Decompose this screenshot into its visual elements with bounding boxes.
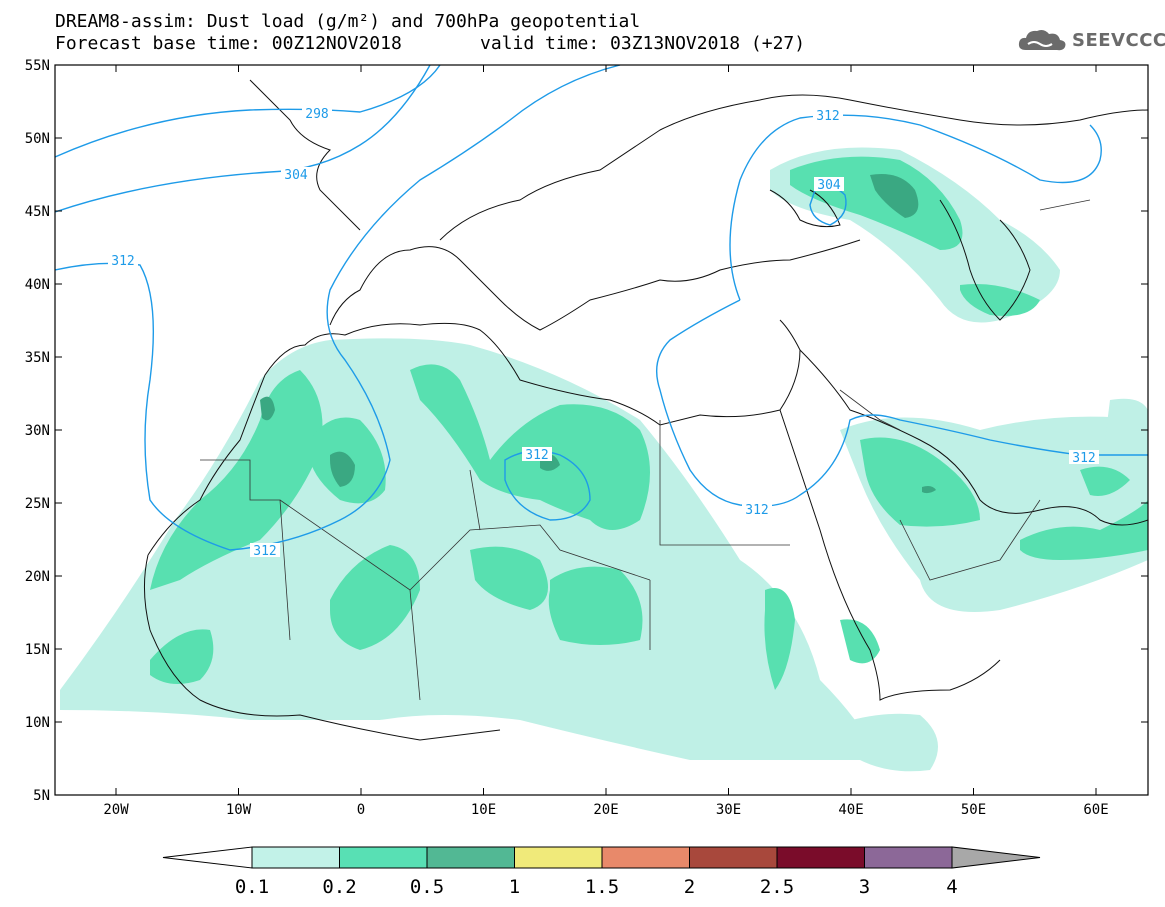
contour-label: 312	[745, 503, 768, 518]
colorbar-segment	[339, 846, 428, 869]
coastlines	[143, 79, 1148, 741]
seevccc-logo: SEEVCCC	[1016, 26, 1165, 54]
colorbar-label: 3	[859, 876, 870, 898]
colorbar-label: 2	[684, 876, 695, 898]
valid-time: valid time: 03Z13NOV2018 (+27)	[480, 33, 806, 54]
colorbar-label: 0.2	[322, 876, 356, 898]
lon-label: 0	[357, 802, 365, 818]
dust-dark-areas	[260, 174, 936, 494]
latitude-axis: 55N 50N 45N 40N 35N 30N 25N 20N 15N 10N 5N	[25, 58, 1148, 804]
colorbar-label: 1.5	[585, 876, 619, 898]
forecast-base-time: Forecast base time: 00Z12NOV2018	[55, 33, 402, 54]
longitude-axis: 20W 10W 0 10E 20E 30E 40E 50E 60E	[103, 65, 1109, 818]
lon-label: 60E	[1083, 802, 1108, 818]
colorbar-max-arrow	[951, 846, 1041, 869]
lat-label: 40N	[25, 277, 50, 293]
colorbar-segment	[776, 846, 865, 869]
geopotential-contours	[55, 65, 1148, 551]
lat-label: 35N	[25, 350, 50, 366]
lon-label: 30E	[716, 802, 741, 818]
lat-label: 20N	[25, 569, 50, 585]
logo-text: SEEVCCC	[1072, 29, 1165, 51]
lon-label: 20E	[593, 802, 618, 818]
lat-label: 25N	[25, 496, 50, 512]
contour-label: 312	[816, 109, 839, 124]
lon-label: 20W	[103, 802, 129, 818]
cloud-icon	[1018, 30, 1066, 51]
colorbar-segment	[251, 846, 340, 869]
lon-label: 50E	[961, 802, 986, 818]
colorbar-label: 1	[509, 876, 520, 898]
country-borders	[200, 199, 1091, 701]
contour-label: 312	[111, 254, 134, 269]
lat-label: 55N	[25, 58, 50, 74]
colorbar-segment	[426, 846, 515, 869]
lat-label: 30N	[25, 423, 50, 439]
contour-label: 312	[253, 544, 276, 559]
map-title: DREAM8-assim: Dust load (g/m²) and 700hP…	[55, 11, 641, 32]
colorbar-label: 0.5	[410, 876, 444, 898]
contour-label: 298	[305, 107, 328, 122]
lon-label: 40E	[838, 802, 863, 818]
contour-label: 304	[284, 168, 308, 183]
lat-label: 15N	[25, 642, 50, 658]
contour-label-group: 298 304 312 312 312 312 312 304 312	[108, 106, 1099, 559]
colorbar-segment	[864, 846, 953, 869]
lat-label: 5N	[33, 788, 50, 804]
colorbar-min-arrow	[162, 846, 253, 869]
contour-label: 304	[817, 178, 841, 193]
lon-label: 10E	[471, 802, 496, 818]
colorbar-segment	[514, 846, 603, 869]
colorbar-label: 0.1	[235, 876, 269, 898]
colorbar-segment	[689, 846, 778, 869]
contour-label: 312	[525, 448, 548, 463]
colorbar-segment	[601, 846, 690, 869]
contour-label: 312	[1072, 451, 1095, 466]
dust-field	[60, 147, 1148, 772]
colorbar-label: 2.5	[760, 876, 794, 898]
lon-label: 10W	[226, 802, 252, 818]
colorbar: 0.1 0.2 0.5 1 1.5 2 2.5 3 4	[162, 846, 1041, 898]
colorbar-label: 4	[946, 876, 957, 898]
lat-label: 45N	[25, 204, 50, 220]
lat-label: 50N	[25, 131, 50, 147]
lat-label: 10N	[25, 715, 50, 731]
